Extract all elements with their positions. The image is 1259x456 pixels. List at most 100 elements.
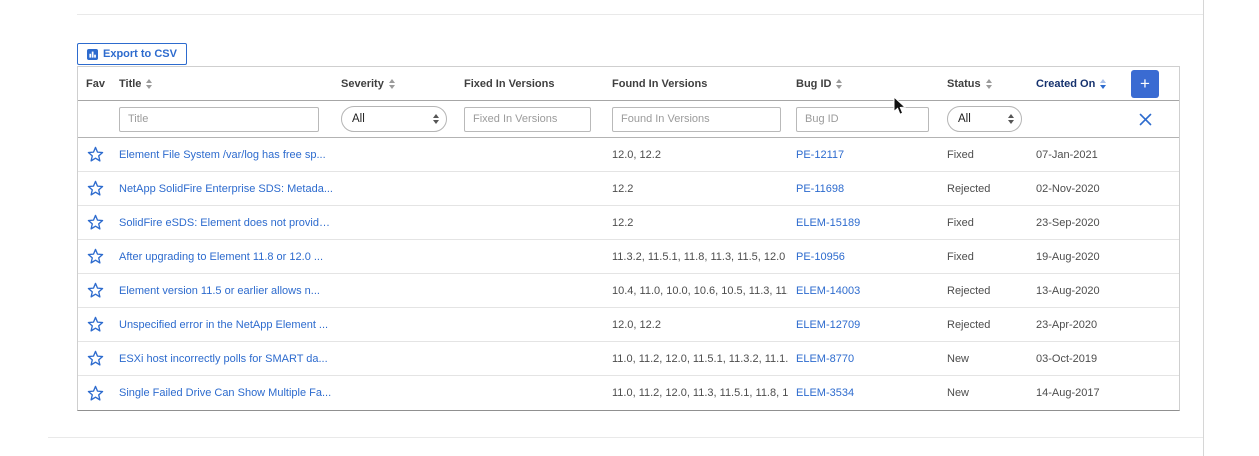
title-header-label: Title xyxy=(119,77,142,90)
severity-cell xyxy=(333,274,456,307)
created-on-cell: 23-Apr-2020 xyxy=(1036,318,1098,331)
table-row: Unspecified error in the NetApp Element … xyxy=(78,308,1179,342)
found-versions-cell: 12.2 xyxy=(612,182,634,195)
title-filter-input[interactable] xyxy=(119,106,319,132)
favorite-star-icon[interactable] xyxy=(78,248,111,265)
column-header-found-in-versions: Found In Versions xyxy=(604,67,788,100)
fixed-versions-filter-input[interactable] xyxy=(464,106,591,132)
column-header-fixed-in-versions: Fixed In Versions xyxy=(456,67,604,100)
fav-cell xyxy=(78,376,111,410)
table-row: Element version 11.5 or earlier allows n… xyxy=(78,274,1179,308)
filter-bug-id-cell xyxy=(788,101,939,137)
add-button[interactable]: + xyxy=(1131,69,1159,98)
severity-cell xyxy=(333,342,456,375)
fixed-versions-cell xyxy=(456,342,604,375)
table-body: Element File System /var/log has free sp… xyxy=(78,138,1179,410)
status-cell: Rejected xyxy=(947,284,991,297)
favorite-star-icon[interactable] xyxy=(78,180,111,197)
bug-title-link[interactable]: Unspecified error in the NetApp Element … xyxy=(119,318,329,331)
bug-title-link[interactable]: NetApp SolidFire Enterprise SDS: Metada.… xyxy=(119,182,333,195)
found-versions-cell: 12.0, 12.2 xyxy=(612,148,661,161)
found-versions-filter-input[interactable] xyxy=(612,106,781,132)
export-csv-button[interactable]: Export to CSV xyxy=(77,43,187,65)
found-versions-cell: 11.0, 11.2, 12.0, 11.3, 11.5.1, 11.8, 12… xyxy=(612,387,788,399)
fixed-versions-cell xyxy=(456,308,604,341)
column-header-status[interactable]: Status xyxy=(939,67,1028,100)
sort-icon xyxy=(836,78,843,89)
filter-status-cell: All xyxy=(939,101,1028,137)
favorite-star-icon[interactable] xyxy=(78,385,111,402)
bug-id-link[interactable]: PE-10956 xyxy=(796,250,845,263)
right-panel-divider xyxy=(1203,0,1204,456)
created-on-cell: 14-Aug-2017 xyxy=(1036,387,1100,399)
fav-cell xyxy=(78,308,111,341)
fixed-versions-cell xyxy=(456,240,604,273)
column-header-actions: + xyxy=(1111,67,1179,100)
fixed-versions-cell xyxy=(456,274,604,307)
bug-title-link[interactable]: After upgrading to Element 11.8 or 12.0 … xyxy=(119,250,324,263)
filter-created-cell xyxy=(1028,101,1111,137)
bug-id-link[interactable]: ELEM-14003 xyxy=(796,284,861,297)
column-header-bug-id[interactable]: Bug ID xyxy=(788,67,939,100)
bug-title-link[interactable]: SolidFire eSDS: Element does not provide… xyxy=(119,216,333,229)
column-header-created-on[interactable]: Created On xyxy=(1028,67,1111,100)
bug-id-link[interactable]: ELEM-8770 xyxy=(796,352,855,365)
fixed-versions-cell xyxy=(456,376,604,410)
select-spinner-icon xyxy=(433,114,439,124)
found-versions-cell: 11.0, 11.2, 12.0, 11.5.1, 11.3.2, 11.1.1… xyxy=(612,352,788,365)
favorite-star-icon[interactable] xyxy=(78,316,111,333)
status-cell: New xyxy=(947,352,970,365)
created-on-cell: 07-Jan-2021 xyxy=(1036,148,1098,161)
favorite-star-icon[interactable] xyxy=(78,146,111,163)
filter-title-cell xyxy=(111,101,333,137)
severity-filter-value: All xyxy=(352,113,365,125)
bug-title-link[interactable]: ESXi host incorrectly polls for SMART da… xyxy=(119,352,328,365)
bug-id-filter-input[interactable] xyxy=(796,106,929,132)
severity-filter-select[interactable]: All xyxy=(341,106,447,132)
fav-cell xyxy=(78,342,111,375)
table-row: Element File System /var/log has free sp… xyxy=(78,138,1179,172)
favorite-star-icon[interactable] xyxy=(78,214,111,231)
column-header-severity[interactable]: Severity xyxy=(333,67,456,100)
bug-title-link[interactable]: Single Failed Drive Can Show Multiple Fa… xyxy=(119,387,332,399)
bug-id-header-label: Bug ID xyxy=(796,77,832,90)
fixed-versions-cell xyxy=(456,138,604,171)
status-filter-select[interactable]: All xyxy=(947,106,1022,132)
fav-cell xyxy=(78,206,111,239)
bug-id-link[interactable]: PE-11698 xyxy=(796,182,845,195)
table-row: Single Failed Drive Can Show Multiple Fa… xyxy=(78,376,1179,410)
severity-cell xyxy=(333,308,456,341)
favorite-star-icon[interactable] xyxy=(78,350,111,367)
filter-severity-cell: All xyxy=(333,101,456,137)
bug-id-link[interactable]: ELEM-12709 xyxy=(796,318,861,331)
fav-cell xyxy=(78,274,111,307)
filter-found-cell xyxy=(604,101,788,137)
favorite-star-icon[interactable] xyxy=(78,282,111,299)
row-actions-cell xyxy=(1111,342,1179,375)
severity-cell xyxy=(333,206,456,239)
fixed-header-label: Fixed In Versions xyxy=(464,77,555,90)
clear-filters-icon[interactable] xyxy=(1139,113,1152,126)
fav-cell xyxy=(78,240,111,273)
row-actions-cell xyxy=(1111,206,1179,239)
fav-header-label: Fav xyxy=(86,77,105,90)
table-filter-row: All All xyxy=(78,101,1179,138)
bottom-divider xyxy=(48,437,1203,438)
created-on-cell: 03-Oct-2019 xyxy=(1036,352,1098,365)
sort-icon xyxy=(146,78,153,89)
table-header-row: Fav Title Severity Fixed In Versions Fou… xyxy=(78,67,1179,101)
column-header-title[interactable]: Title xyxy=(111,67,333,100)
found-versions-cell: 12.0, 12.2 xyxy=(612,318,661,331)
created-on-cell: 23-Sep-2020 xyxy=(1036,216,1100,229)
bug-id-link[interactable]: ELEM-15189 xyxy=(796,216,861,229)
severity-cell xyxy=(333,240,456,273)
table-row: SolidFire eSDS: Element does not provide… xyxy=(78,206,1179,240)
found-header-label: Found In Versions xyxy=(612,77,708,90)
bug-title-link[interactable]: Element File System /var/log has free sp… xyxy=(119,148,326,161)
severity-cell xyxy=(333,376,456,410)
sort-desc-active-icon xyxy=(1100,78,1107,89)
sort-icon xyxy=(985,78,992,89)
bug-title-link[interactable]: Element version 11.5 or earlier allows n… xyxy=(119,284,320,297)
bug-id-link[interactable]: PE-12117 xyxy=(796,148,845,161)
bug-id-link[interactable]: ELEM-3534 xyxy=(796,387,855,399)
